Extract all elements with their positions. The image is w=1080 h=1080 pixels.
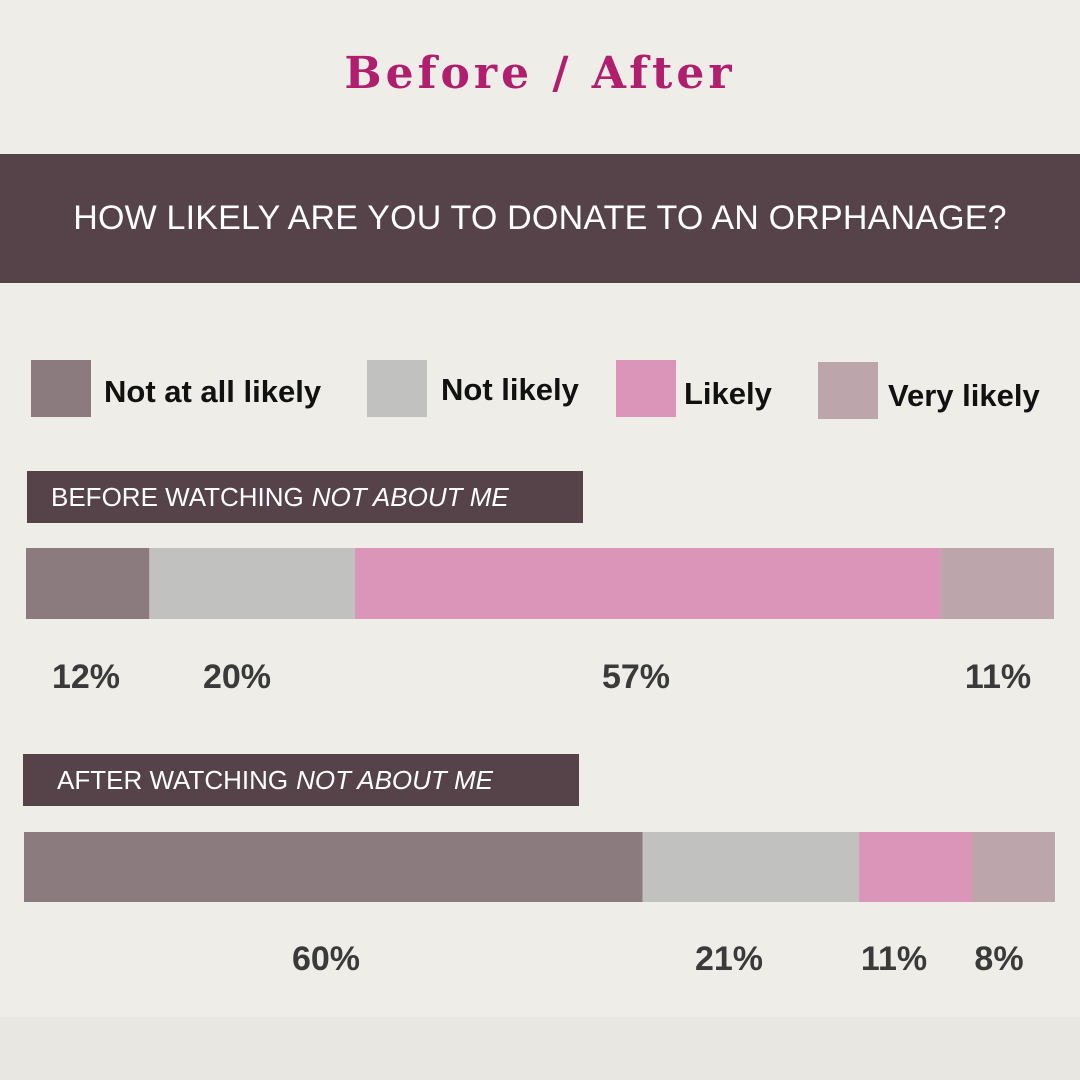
section-label-prefix: BEFORE WATCHING [51,481,304,512]
page-title: Before / After [344,48,736,99]
data-label-before-likely: 57% [602,658,670,696]
data-label-before-not-at-all-likely: 12% [52,658,120,696]
bar-segment-before-not-at-all-likely [26,548,150,619]
data-label-after-likely: 11% [861,940,927,978]
after-section-label: AFTER WATCHING NOT ABOUT ME [23,754,579,806]
bar-segment-after-not-likely [642,832,860,902]
bar-segment-after-very-likely [972,832,1055,902]
background-footer [0,1017,1080,1080]
section-label-title: NOT ABOUT ME [296,764,494,795]
legend-label: Very likely [888,378,1040,413]
bar-segment-after-likely [859,832,973,902]
legend-swatch [367,360,427,417]
question-text: HOW LIKELY ARE YOU TO DONATE TO AN ORPHA… [73,199,1007,237]
data-label-after-very-likely: 8% [974,940,1023,978]
data-label-before-very-likely: 11% [965,658,1031,696]
section-label-prefix: AFTER WATCHING [57,764,289,795]
legend-swatch [616,360,676,417]
bar-segment-after-not-at-all-likely [24,832,643,902]
legend-label: Not likely [441,372,579,407]
chart-legend: Not at all likely Not likely Likely Very… [0,358,1080,424]
data-label-after-not-likely: 21% [695,940,763,978]
data-label-before-not-likely: 20% [203,658,271,696]
section-label-title: NOT ABOUT ME [311,481,509,512]
question-banner: HOW LIKELY ARE YOU TO DONATE TO AN ORPHA… [0,154,1080,283]
bar-segment-before-likely [354,548,941,619]
legend-swatch [31,360,91,417]
before-section-label: BEFORE WATCHING NOT ABOUT ME [27,471,583,523]
data-label-after-not-at-all-likely: 60% [292,940,360,978]
legend-label: Likely [684,376,772,411]
legend-swatch [818,362,878,419]
legend-label: Not at all likely [104,374,322,409]
bar-segment-before-very-likely [940,548,1054,619]
bar-segment-before-not-likely [149,548,355,619]
